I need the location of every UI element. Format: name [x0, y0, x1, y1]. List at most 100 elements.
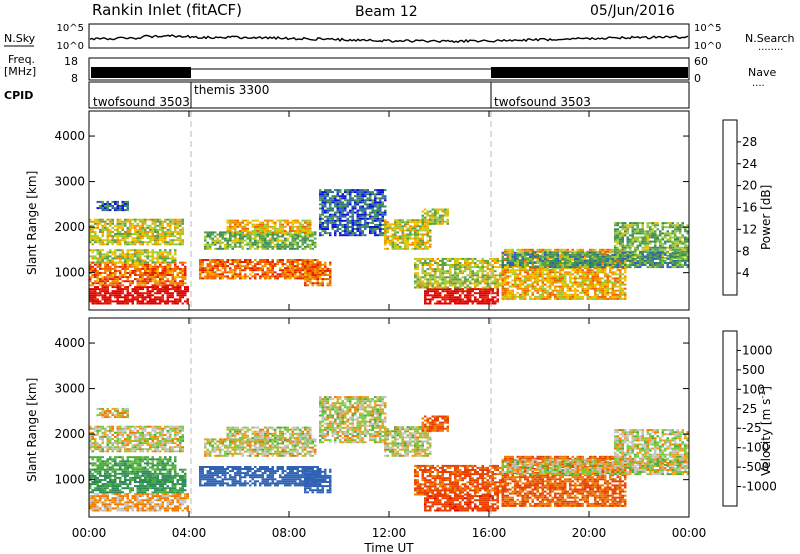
- power-cell: [341, 219, 344, 222]
- power-cell: [289, 229, 292, 232]
- power-cell: [99, 218, 102, 221]
- power-cell: [326, 211, 329, 214]
- power-cell: [421, 247, 424, 250]
- power-cell: [91, 282, 94, 285]
- power-cell: [254, 237, 257, 240]
- power-cell: [179, 292, 182, 295]
- power-cell: [636, 246, 639, 249]
- power-cell: [524, 275, 527, 278]
- power-cell: [231, 219, 234, 222]
- power-cell: [644, 236, 647, 239]
- power-cell: [234, 271, 237, 274]
- power-cell: [456, 268, 459, 271]
- power-cell: [646, 240, 649, 243]
- power-cell: [139, 288, 142, 291]
- power-cell: [539, 279, 542, 282]
- power-cell: [274, 271, 277, 274]
- power-cell: [511, 267, 514, 270]
- power-cell: [266, 227, 269, 230]
- power-cell: [254, 241, 257, 244]
- power-cell: [456, 298, 459, 301]
- power-cell: [424, 259, 427, 262]
- power-cell: [321, 223, 324, 226]
- power-cell: [394, 237, 397, 240]
- power-cell: [259, 277, 262, 280]
- power-cell: [519, 279, 522, 282]
- power-cell: [626, 246, 629, 249]
- power-cell: [259, 229, 262, 232]
- power-cell: [594, 287, 597, 290]
- power-cell: [476, 274, 479, 277]
- power-cell: [149, 224, 152, 227]
- power-cell: [616, 234, 619, 237]
- power-cell: [236, 265, 239, 268]
- power-cell: [244, 233, 247, 236]
- power-cell: [146, 249, 149, 252]
- power-cell: [551, 279, 554, 282]
- power-cell: [246, 231, 249, 234]
- power-cell: [449, 257, 452, 260]
- power-cell: [264, 275, 267, 278]
- power-cell: [96, 282, 99, 285]
- power-cell: [506, 295, 509, 298]
- power-cell: [571, 283, 574, 286]
- power-cell: [606, 261, 609, 263]
- power-cell: [666, 240, 669, 243]
- power-cell: [481, 259, 484, 262]
- power-cell: [359, 215, 362, 218]
- power-cell: [619, 226, 622, 229]
- power-cell: [611, 271, 614, 274]
- power-cell: [166, 261, 169, 264]
- power-cell: [386, 239, 389, 242]
- power-cell: [164, 292, 167, 295]
- power-cell: [401, 241, 404, 244]
- power-cell: [141, 274, 144, 276]
- power-cell: [359, 217, 362, 220]
- power-cell: [621, 232, 624, 235]
- power-cell: [144, 286, 147, 289]
- power-cell: [501, 285, 504, 288]
- power-cell: [509, 285, 512, 288]
- power-cell: [589, 267, 592, 270]
- power-cell: [329, 267, 332, 270]
- power-cell: [101, 241, 104, 244]
- power-cell: [579, 277, 582, 280]
- power-cell: [401, 231, 404, 234]
- power-cell: [431, 278, 434, 281]
- power-cell: [174, 286, 177, 289]
- power-cell: [166, 294, 169, 297]
- power-cell: [336, 205, 339, 208]
- power-cell: [639, 230, 642, 233]
- power-cell: [481, 262, 484, 264]
- power-cell: [109, 235, 112, 238]
- power-cell: [89, 276, 92, 279]
- power-cell: [216, 241, 219, 244]
- power-cell: [361, 217, 364, 220]
- power-cell: [149, 218, 152, 221]
- power-cell: [446, 272, 449, 275]
- power-cell: [201, 271, 204, 274]
- power-cell: [424, 227, 427, 230]
- power-cell: [461, 264, 464, 266]
- power-cell: [641, 236, 644, 239]
- power-cell: [286, 239, 289, 242]
- power-cell: [439, 296, 442, 299]
- power-cell: [404, 237, 407, 240]
- power-cell: [151, 294, 154, 297]
- power-cell: [271, 241, 274, 244]
- power-cell: [351, 207, 354, 210]
- power-cell: [614, 228, 617, 231]
- power-cell: [101, 282, 104, 285]
- power-cell: [439, 286, 442, 289]
- power-cell: [654, 242, 657, 245]
- power-cell: [479, 302, 482, 305]
- power-cell: [354, 232, 357, 235]
- power-cell: [416, 247, 419, 250]
- power-cell: [416, 235, 419, 238]
- power-cell: [359, 201, 362, 204]
- power-cell: [304, 231, 307, 234]
- power-cell: [406, 245, 409, 248]
- power-cell: [151, 255, 154, 258]
- power-cell: [336, 201, 339, 204]
- power-cell: [291, 245, 294, 248]
